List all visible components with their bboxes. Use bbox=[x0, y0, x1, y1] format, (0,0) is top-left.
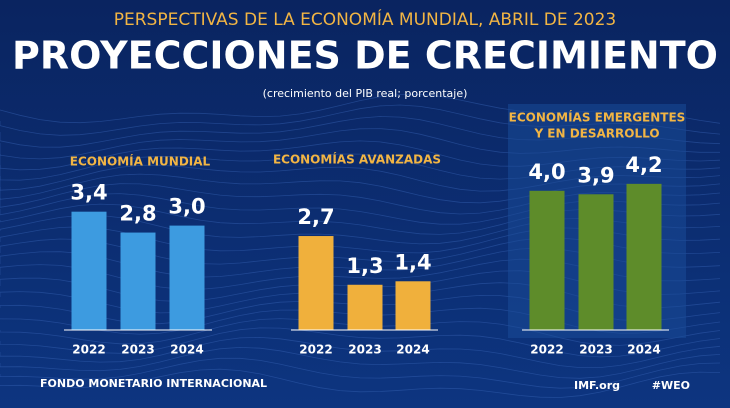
value-label: 1,4 bbox=[394, 250, 431, 274]
bar bbox=[578, 194, 614, 330]
bar bbox=[169, 225, 205, 330]
wave bbox=[0, 327, 721, 358]
chart-title: ECONOMÍAS EMERGENTES bbox=[509, 110, 686, 125]
value-label: 3,0 bbox=[168, 195, 205, 219]
x-tick-label: 2023 bbox=[579, 343, 612, 357]
value-label: 3,9 bbox=[577, 163, 614, 187]
bar bbox=[298, 236, 334, 330]
x-tick-label: 2024 bbox=[627, 343, 660, 357]
value-label: 1,3 bbox=[346, 254, 383, 278]
value-label: 3,4 bbox=[70, 181, 107, 205]
wave bbox=[0, 357, 721, 389]
bar bbox=[626, 183, 662, 330]
site: IMF.org bbox=[574, 379, 620, 392]
organization: FONDO MONETARIO INTERNACIONAL bbox=[40, 377, 267, 390]
x-tick-label: 2022 bbox=[72, 343, 105, 357]
bar bbox=[347, 284, 383, 330]
x-tick-label: 2023 bbox=[121, 343, 154, 357]
bar bbox=[529, 190, 565, 330]
chart-title: ECONOMÍA MUNDIAL bbox=[70, 154, 211, 169]
x-tick-label: 2024 bbox=[396, 343, 429, 357]
hashtag: #WEO bbox=[652, 379, 690, 392]
bar bbox=[395, 281, 431, 330]
x-tick-label: 2023 bbox=[348, 343, 381, 357]
x-tick-label: 2022 bbox=[299, 343, 332, 357]
value-label: 2,7 bbox=[297, 205, 334, 229]
value-label: 4,0 bbox=[528, 160, 565, 184]
wave bbox=[0, 336, 721, 368]
value-label: 2,8 bbox=[119, 202, 156, 226]
chart-title: ECONOMÍAS AVANZADAS bbox=[273, 152, 441, 167]
chart-title: Y EN DESARROLLO bbox=[533, 127, 659, 141]
wave bbox=[0, 368, 721, 398]
title: PROYECCIONES DE CRECIMIENTO bbox=[12, 34, 718, 78]
bar bbox=[71, 211, 107, 330]
x-tick-label: 2022 bbox=[530, 343, 563, 357]
bar bbox=[120, 232, 156, 330]
x-tick-label: 2024 bbox=[170, 343, 203, 357]
wave bbox=[0, 346, 721, 379]
value-label: 4,2 bbox=[625, 153, 662, 177]
subtitle: (crecimiento del PIB real; porcentaje) bbox=[263, 87, 468, 100]
supertitle: PERSPECTIVAS DE LA ECONOMÍA MUNDIAL, ABR… bbox=[114, 8, 617, 30]
